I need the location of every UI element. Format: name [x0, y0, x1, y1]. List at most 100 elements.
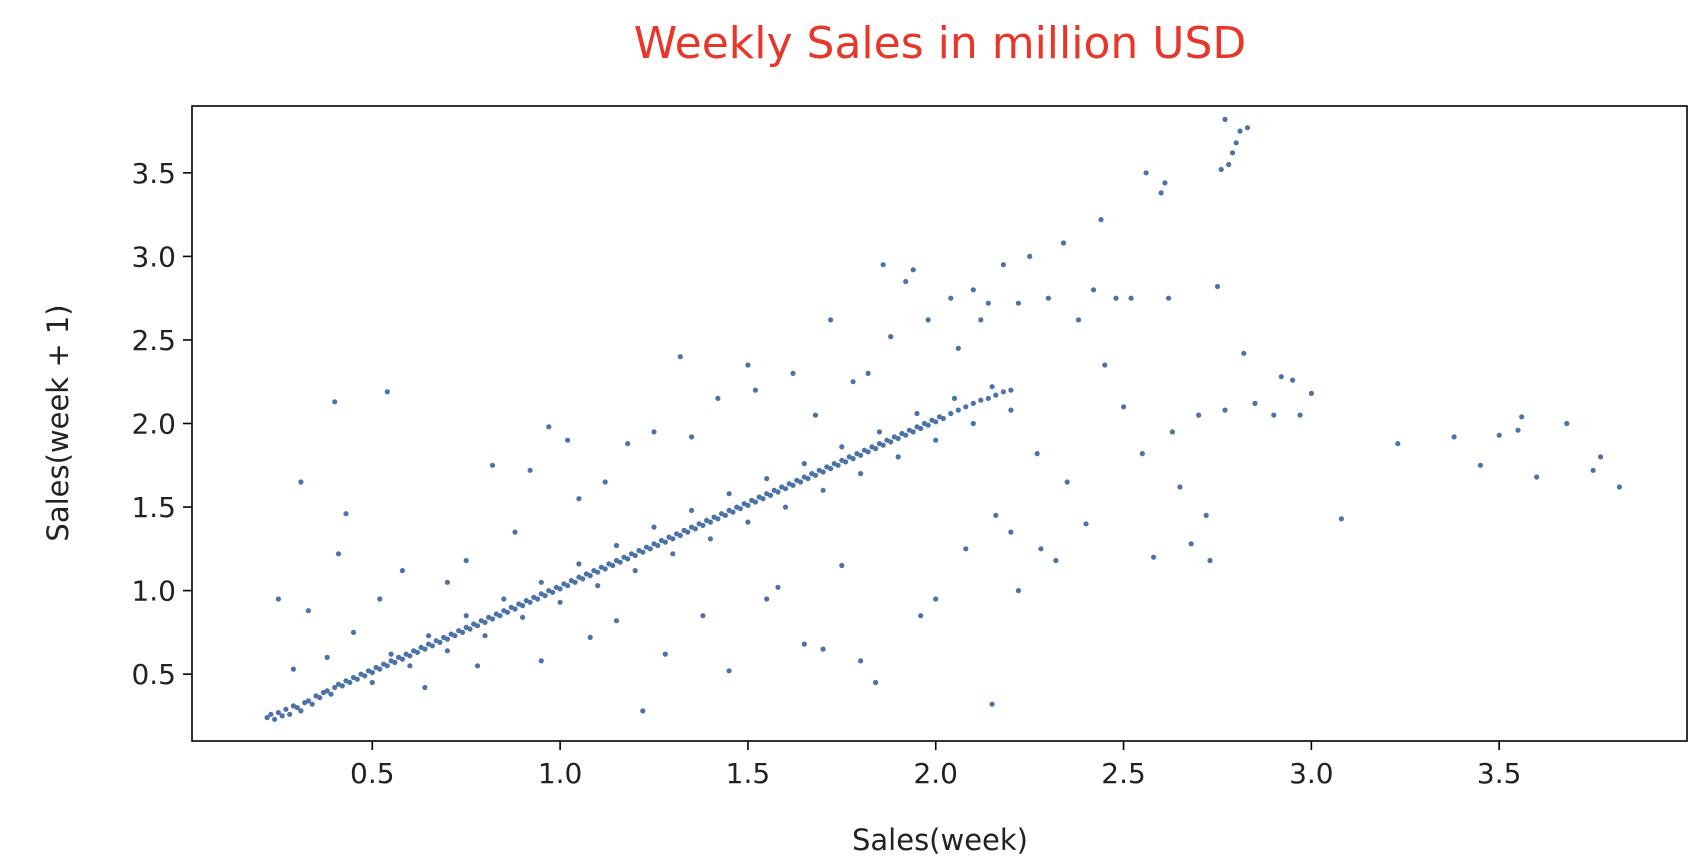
data-point — [726, 668, 732, 674]
data-point — [722, 512, 729, 519]
data-point — [1496, 432, 1502, 438]
plot-area-frame — [191, 105, 1688, 742]
data-point — [1534, 474, 1540, 480]
data-point — [1241, 350, 1247, 356]
data-point — [467, 626, 473, 632]
data-point — [745, 502, 751, 508]
data-point — [933, 437, 939, 443]
data-point — [1143, 170, 1149, 176]
data-point — [632, 552, 638, 559]
y-tick-label: 2.0 — [131, 408, 176, 441]
data-point — [933, 419, 939, 425]
data-point — [399, 656, 405, 662]
data-point — [715, 395, 721, 401]
data-point — [775, 489, 781, 495]
x-tick-label: 3.5 — [1477, 757, 1522, 790]
data-point — [1252, 400, 1258, 406]
data-point — [689, 507, 695, 513]
data-point — [1045, 295, 1051, 301]
data-point — [437, 639, 443, 646]
data-point — [527, 599, 533, 605]
data-point — [948, 295, 954, 301]
data-point — [264, 715, 270, 721]
data-point — [501, 596, 507, 602]
data-point — [1207, 557, 1213, 564]
data-point — [527, 467, 533, 473]
data-point — [895, 454, 901, 460]
data-point — [685, 529, 691, 535]
data-point — [317, 695, 323, 701]
data-point — [463, 557, 469, 564]
data-point — [632, 568, 638, 574]
data-point — [925, 317, 931, 323]
data-point — [1015, 588, 1022, 594]
data-point — [850, 456, 856, 462]
x-tick-label: 1.0 — [538, 757, 583, 790]
data-point — [459, 629, 466, 636]
data-point — [444, 636, 450, 642]
data-point — [963, 546, 969, 552]
data-point — [1090, 287, 1097, 293]
data-point — [1008, 387, 1014, 393]
data-point — [572, 579, 578, 585]
data-point — [426, 633, 432, 639]
data-point — [820, 487, 826, 493]
data-point — [474, 623, 481, 629]
x-tick-label: 1.5 — [726, 757, 771, 790]
data-point — [1222, 116, 1228, 122]
data-point — [925, 422, 931, 428]
data-point — [775, 584, 781, 590]
data-point — [1477, 462, 1483, 468]
data-point — [858, 452, 864, 458]
data-point — [392, 659, 398, 666]
data-point — [1075, 317, 1082, 323]
data-point — [482, 619, 488, 626]
data-point — [335, 551, 342, 557]
data-point — [339, 683, 345, 689]
data-point — [422, 684, 428, 691]
data-point — [557, 599, 563, 605]
data-point — [1519, 414, 1525, 420]
data-point — [1218, 166, 1224, 173]
data-point — [474, 663, 481, 669]
data-point — [287, 711, 293, 717]
data-point — [1098, 217, 1104, 223]
data-point — [993, 512, 999, 519]
data-point — [978, 397, 984, 403]
data-point — [1102, 362, 1108, 368]
data-point — [715, 516, 721, 522]
y-tick-label: 1.5 — [131, 491, 176, 524]
data-point — [1015, 300, 1022, 306]
data-point — [388, 651, 394, 657]
data-point — [767, 492, 774, 498]
data-point — [1196, 412, 1202, 418]
data-point — [745, 519, 751, 525]
data-point — [880, 442, 886, 448]
data-point — [828, 317, 834, 323]
data-point — [497, 613, 503, 619]
data-point — [1233, 140, 1239, 146]
data-point — [294, 705, 300, 711]
data-point — [557, 586, 563, 592]
data-point — [290, 666, 296, 672]
data-point — [1038, 546, 1044, 552]
data-point — [1000, 389, 1007, 395]
data-point — [737, 506, 744, 512]
data-point — [377, 596, 383, 602]
data-point — [1177, 484, 1183, 490]
data-point — [1515, 427, 1521, 433]
data-point — [955, 345, 961, 351]
data-point — [880, 262, 886, 268]
y-tick-label: 1.0 — [131, 575, 176, 608]
data-point — [520, 614, 526, 620]
data-point — [985, 395, 991, 401]
data-point — [1451, 434, 1457, 440]
data-point — [328, 691, 334, 697]
data-point — [903, 432, 909, 438]
data-point — [801, 641, 807, 647]
data-point — [910, 267, 916, 273]
data-point — [670, 536, 676, 542]
data-point — [812, 472, 819, 478]
data-point — [839, 444, 845, 450]
